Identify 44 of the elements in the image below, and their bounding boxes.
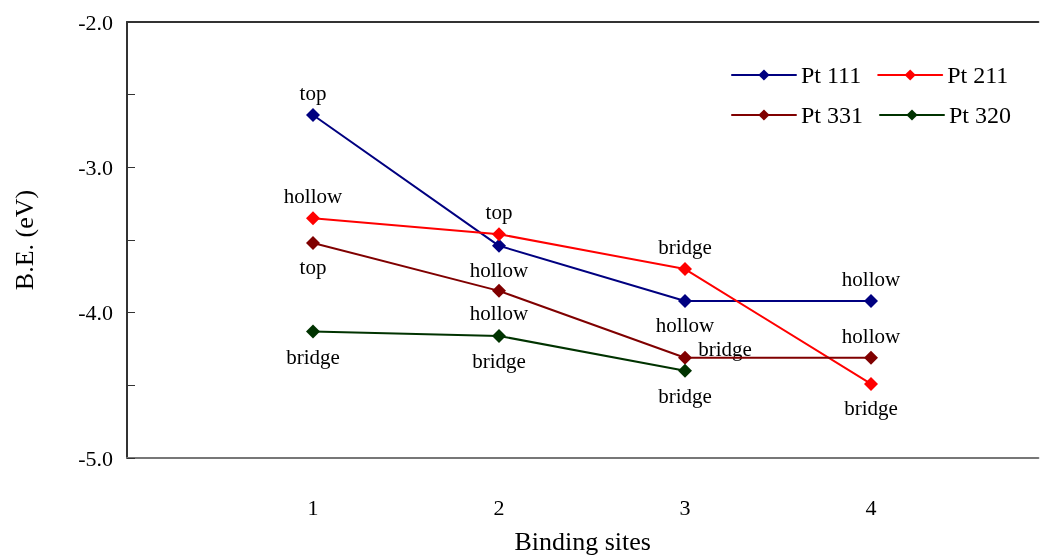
- legend-label: Pt 331: [800, 102, 863, 128]
- point: [492, 328, 506, 343]
- annotation: hollow: [841, 267, 901, 292]
- point: [492, 227, 506, 242]
- legend-label: Pt 320: [948, 102, 1011, 128]
- x-tick-label: 2: [493, 494, 505, 520]
- y-tick-label: -2.0: [78, 9, 113, 35]
- point: [306, 235, 320, 250]
- point: [678, 294, 692, 309]
- annotation: bridge: [286, 344, 340, 369]
- x-axis-title: Binding sites: [514, 526, 651, 556]
- annotation: bridge: [698, 336, 752, 361]
- point: [864, 294, 878, 309]
- point: [678, 350, 692, 365]
- y-tick-label: -5.0: [78, 445, 113, 471]
- y-tick-label: -3.0: [78, 154, 113, 180]
- x-tick-label: 1: [307, 494, 319, 520]
- annotation: hollow: [469, 257, 529, 282]
- point: [492, 283, 506, 298]
- y-axis-title: B.E. (eV): [9, 189, 39, 291]
- x-tick-label: 3: [679, 494, 691, 520]
- x-tick-label: 4: [865, 494, 877, 520]
- annotation: bridge: [658, 383, 712, 408]
- point: [864, 376, 878, 391]
- point: [864, 350, 878, 365]
- annotation: top: [299, 81, 327, 106]
- point: [492, 238, 506, 253]
- annotation: hollow: [841, 323, 901, 348]
- y-tick-label: -4.0: [78, 300, 113, 326]
- point: [306, 324, 320, 339]
- point: [306, 211, 320, 226]
- annotation: bridge: [472, 348, 526, 373]
- annotation: hollow: [655, 313, 715, 338]
- annotation: bridge: [844, 395, 898, 420]
- point: [306, 108, 320, 123]
- annotation: hollow: [469, 300, 529, 325]
- annotation: bridge: [658, 235, 712, 260]
- point: [678, 363, 692, 378]
- legend-label: Pt 211: [947, 62, 1009, 88]
- annotation: top: [485, 200, 513, 225]
- annotation: hollow: [283, 184, 343, 209]
- annotation: top: [299, 254, 327, 279]
- point: [678, 262, 692, 277]
- legend-label: Pt 111: [800, 62, 862, 88]
